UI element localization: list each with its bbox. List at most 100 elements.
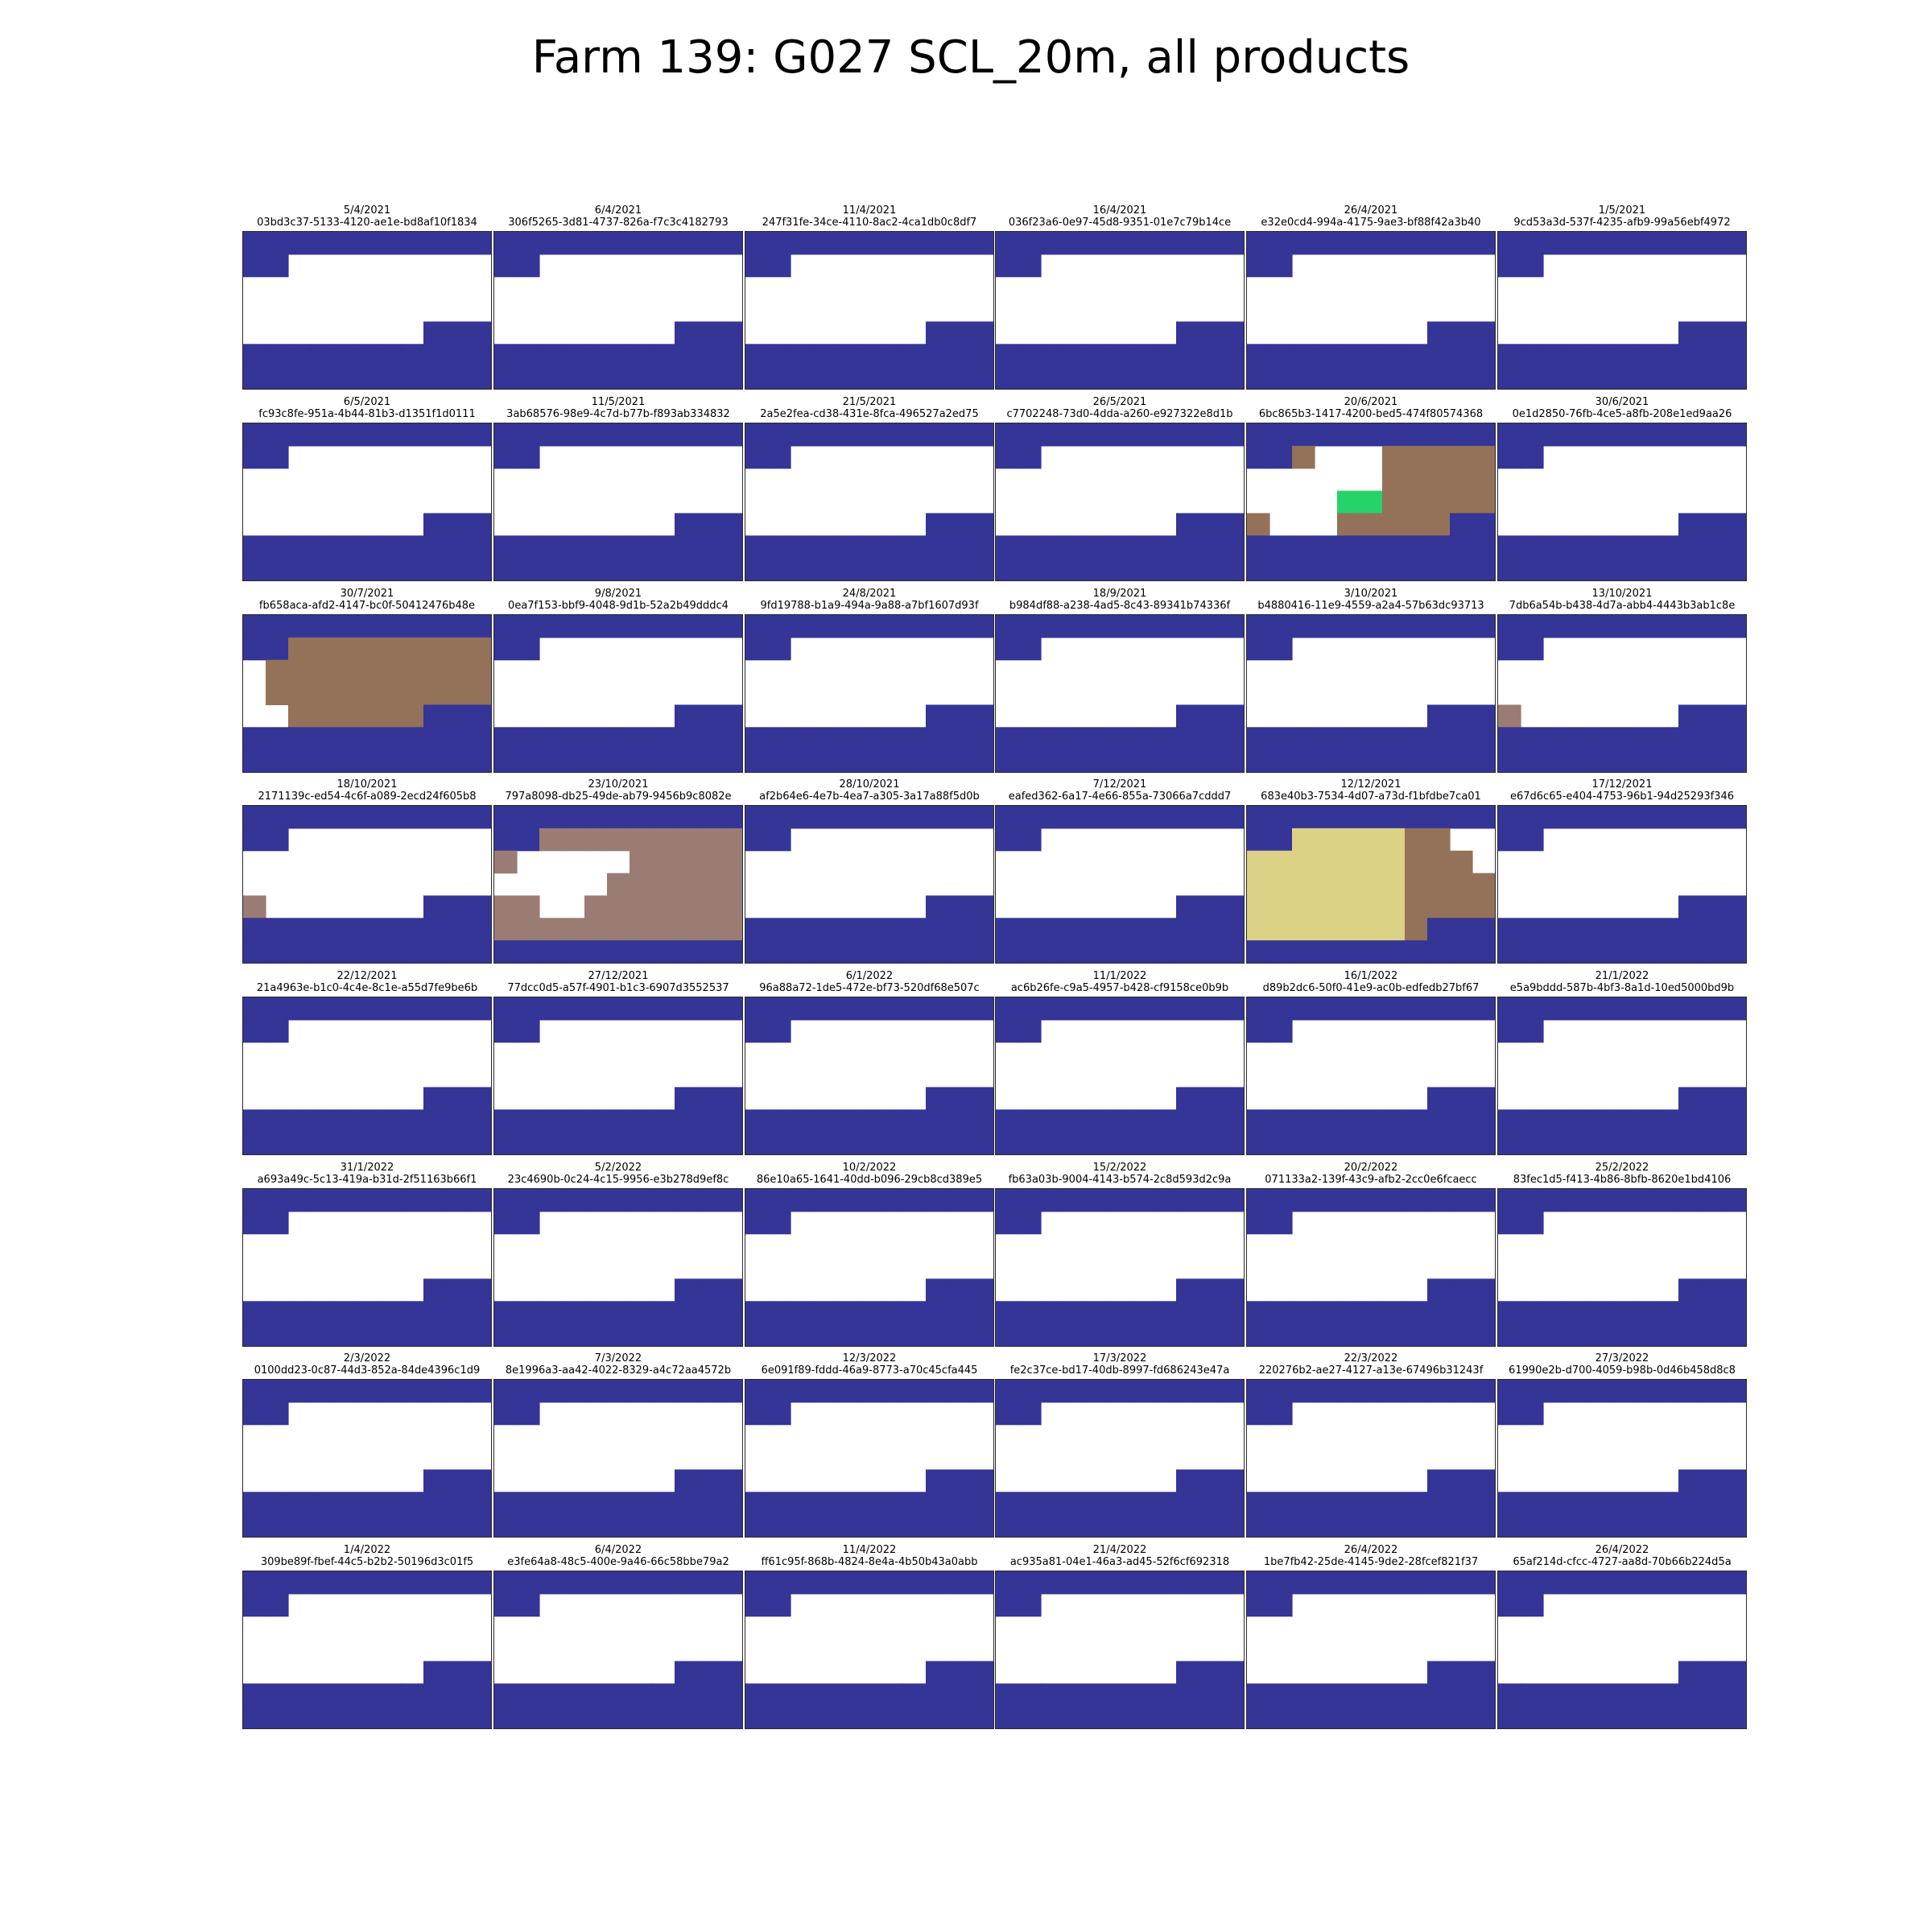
cloud-high-cell	[1337, 895, 1360, 919]
no-data-cell	[651, 344, 675, 367]
no-data-cell	[265, 918, 289, 941]
no-data-cell	[311, 1109, 334, 1133]
no-data-cell	[400, 1132, 424, 1154]
no-data-cell	[629, 423, 653, 447]
no-data-cell	[400, 1301, 424, 1324]
no-data-cell	[1450, 1109, 1473, 1133]
no-data-cell	[1450, 1683, 1473, 1707]
no-data-cell	[1450, 513, 1473, 536]
no-data-cell	[1199, 704, 1222, 728]
no-data-cell	[469, 1514, 491, 1537]
no-data-cell	[1360, 940, 1383, 963]
no-data-cell	[745, 344, 769, 367]
no-data-cell	[1633, 615, 1657, 638]
no-data-cell	[1426, 1132, 1451, 1154]
no-data-cell	[1520, 727, 1544, 750]
no-data-cell	[1086, 1514, 1109, 1537]
no-data-cell	[1360, 1683, 1383, 1707]
cloud-medium-cell	[584, 828, 608, 852]
no-data-cell	[1018, 940, 1042, 963]
bare-soil-cell	[446, 659, 469, 683]
no-data-cell	[1588, 1514, 1612, 1537]
scene-panel: 7/12/2021 eafed362-6a17-4e66-855a-73066a7…	[995, 778, 1245, 964]
no-data-cell	[1086, 1132, 1109, 1154]
no-data-cell	[1315, 806, 1338, 829]
no-data-cell	[674, 727, 698, 750]
no-data-cell	[1108, 1492, 1132, 1515]
no-data-cell	[494, 1402, 518, 1426]
no-data-cell	[469, 918, 491, 941]
no-data-cell	[1337, 366, 1360, 389]
no-data-cell	[423, 704, 447, 728]
no-data-cell	[1498, 749, 1521, 772]
no-data-cell	[1108, 997, 1132, 1021]
no-data-cell	[1040, 1514, 1064, 1537]
no-data-cell	[378, 1132, 402, 1154]
no-data-cell	[1360, 1514, 1383, 1537]
panel-date: 6/4/2022	[594, 1544, 642, 1556]
cloud-high-cell	[1337, 850, 1360, 874]
no-data-cell	[1611, 1683, 1634, 1707]
no-data-cell	[1678, 366, 1702, 389]
no-data-cell	[836, 1514, 859, 1537]
no-data-cell	[333, 535, 357, 559]
no-data-cell	[1130, 423, 1154, 447]
no-data-cell	[1566, 940, 1589, 963]
no-data-cell	[1247, 445, 1270, 469]
no-data-cell	[996, 1323, 1019, 1346]
scl-raster	[242, 1571, 492, 1729]
no-data-cell	[287, 1706, 312, 1728]
panel-product-id: d89b2dc6-50f0-41e9-ac0b-edfedb27bf67	[1262, 982, 1480, 994]
no-data-cell	[607, 940, 630, 963]
scl-raster	[1497, 997, 1747, 1155]
no-data-cell	[996, 232, 1019, 255]
no-data-cell	[858, 749, 881, 772]
no-data-cell	[287, 1323, 312, 1346]
no-data-cell	[1018, 344, 1042, 367]
bare-soil-cell	[1426, 828, 1451, 852]
no-data-cell	[1108, 615, 1132, 638]
no-data-cell	[858, 366, 881, 389]
no-data-cell	[1269, 828, 1293, 852]
no-data-cell	[697, 1514, 720, 1537]
no-data-cell	[767, 1571, 791, 1595]
no-data-cell	[1724, 1109, 1746, 1133]
no-data-cell	[790, 1380, 814, 1403]
cloud-medium-cell	[584, 918, 608, 941]
no-data-cell	[651, 1189, 675, 1212]
no-data-cell	[243, 806, 266, 829]
no-data-cell	[767, 1514, 791, 1537]
no-data-cell	[1175, 895, 1199, 919]
no-data-cell	[1086, 1109, 1109, 1133]
no-data-cell	[287, 918, 312, 941]
no-data-cell	[1291, 727, 1315, 750]
no-data-cell	[1130, 1571, 1154, 1595]
no-data-cell	[1542, 535, 1567, 559]
no-data-cell	[243, 749, 266, 772]
no-data-cell	[1520, 1132, 1544, 1154]
no-data-cell	[902, 1706, 927, 1728]
no-data-cell	[1130, 727, 1154, 750]
cloud-high-cell	[1291, 850, 1315, 874]
no-data-cell	[539, 1301, 563, 1324]
no-data-cell	[584, 423, 608, 447]
no-data-cell	[562, 344, 585, 367]
no-data-cell	[1472, 1469, 1495, 1492]
no-data-cell	[948, 344, 972, 367]
no-data-cell	[1655, 1571, 1679, 1595]
cloud-medium-cell	[494, 850, 518, 874]
no-data-cell	[1360, 1109, 1383, 1133]
scl-raster	[493, 997, 743, 1155]
panel-date: 6/1/2022	[845, 970, 894, 982]
no-data-cell	[925, 895, 949, 919]
no-data-cell	[971, 513, 993, 536]
no-data-cell	[1701, 1469, 1724, 1492]
no-data-cell	[880, 535, 904, 559]
no-data-cell	[674, 749, 698, 772]
no-data-cell	[356, 558, 379, 580]
no-data-cell	[1404, 727, 1428, 750]
no-data-cell	[1063, 558, 1087, 580]
no-data-cell	[607, 1301, 630, 1324]
no-data-cell	[1611, 749, 1634, 772]
no-data-cell	[378, 423, 402, 447]
